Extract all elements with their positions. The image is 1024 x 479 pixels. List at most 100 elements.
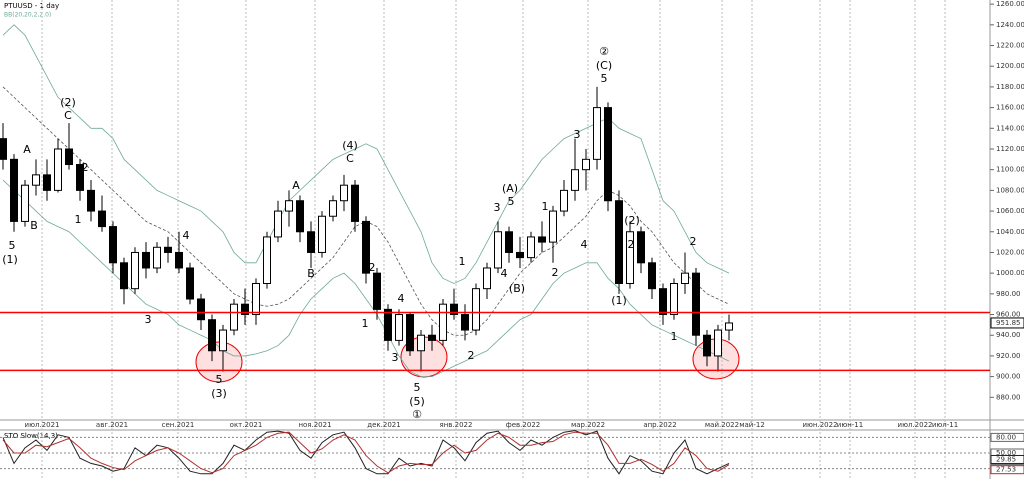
x-tick-label: июн-11	[837, 421, 863, 429]
x-tick-label: июл.2022	[898, 421, 933, 429]
x-tick-label: мар.2022	[571, 421, 605, 429]
candle-body	[527, 236, 535, 259]
candle-body	[604, 107, 612, 202]
candle-body	[153, 246, 161, 269]
candle-body	[428, 334, 436, 341]
wave-label: 1	[459, 255, 466, 268]
candle-body	[76, 164, 84, 191]
candle-body	[186, 267, 194, 300]
candle-body	[0, 138, 7, 160]
candle-body	[571, 169, 579, 191]
wave-label: 5	[414, 381, 421, 394]
x-tick-label: июл.2021	[25, 421, 60, 429]
wave-label: 4	[581, 238, 588, 251]
x-tick-label: июн.2022	[802, 421, 837, 429]
y-tick-label: 80.00	[996, 433, 1016, 441]
wave-label: (C)	[596, 59, 612, 72]
candle-body	[725, 322, 733, 331]
candle-body	[714, 329, 722, 357]
candle-body	[21, 184, 29, 222]
y-tick-label: 1100.00	[996, 166, 1024, 174]
candle-body	[219, 329, 227, 352]
wave-label: (2)	[60, 96, 76, 109]
candle-body	[549, 210, 557, 243]
x-tick-label: дек.2021	[367, 421, 400, 429]
value-tag-label: 27.53	[996, 466, 1016, 474]
y-tick-label: 1220.00	[996, 42, 1024, 50]
wave-label: (3)	[211, 387, 227, 400]
x-tick-label: фев.2022	[506, 421, 540, 429]
candle-body	[483, 267, 491, 290]
y-tick-label: 1120.00	[996, 145, 1024, 153]
wave-label: C	[346, 152, 354, 165]
candle-body	[318, 215, 326, 253]
candle-body	[593, 107, 601, 160]
candle-body	[461, 314, 469, 331]
wave-label: 1	[362, 317, 369, 330]
candle-body	[252, 282, 260, 316]
candle-body	[230, 303, 238, 331]
candle-body	[87, 189, 95, 212]
candle-body	[626, 231, 634, 284]
y-tick-label: 1060.00	[996, 207, 1024, 215]
candle-body	[703, 334, 711, 357]
candle-body	[560, 189, 568, 212]
candle-body	[54, 148, 62, 191]
candle-body	[494, 231, 502, 269]
wave-label: 2	[82, 161, 89, 174]
x-tick-label: апр.2022	[643, 421, 676, 429]
candle-body	[406, 314, 414, 352]
y-tick-label: 1160.00	[996, 104, 1024, 112]
candle-body	[538, 236, 546, 243]
wave-label: 4	[398, 292, 405, 305]
wave-label: B	[307, 267, 315, 280]
wave-label: 4	[501, 267, 508, 280]
candle-body	[384, 308, 392, 341]
indicator-label: BB(20,20,2,2.0)	[4, 12, 51, 19]
wave-label: (1)	[611, 294, 627, 307]
y-tick-label: 1080.00	[996, 186, 1024, 194]
wave-label: 2	[468, 349, 475, 362]
y-tick-label: 940.00	[996, 331, 1021, 339]
candle-body	[340, 184, 348, 202]
candle-body	[417, 334, 425, 352]
candle-body	[263, 236, 271, 284]
candle-body	[362, 220, 370, 274]
x-tick-label: сен.2021	[162, 421, 195, 429]
wave-label: 2	[552, 266, 559, 279]
candle-body	[637, 231, 645, 264]
wave-label: 3	[494, 201, 501, 214]
candle-body	[274, 210, 282, 238]
candle-body	[296, 200, 304, 233]
value-tag	[990, 465, 1024, 475]
x-tick-label: май-12	[739, 421, 765, 429]
price-tag-label: 951.85	[996, 319, 1021, 327]
y-tick-label: 1200.00	[996, 62, 1024, 70]
wave-label: (2)	[624, 214, 640, 227]
wave-label: 5	[601, 72, 608, 85]
candle-body	[615, 200, 623, 284]
chart-title: PTUUSD - 1 day	[4, 2, 59, 10]
candle-body	[241, 303, 249, 316]
y-tick-label: 900.00	[996, 373, 1021, 381]
x-tick-label: май.2022	[705, 421, 739, 429]
candle-body	[65, 148, 73, 166]
indicator-title: STO Slow(14,3)	[4, 432, 58, 440]
y-tick-label: 1140.00	[996, 124, 1024, 132]
candle-body	[395, 314, 403, 341]
wave-label: (4)	[342, 139, 358, 152]
wave-label: 2	[690, 235, 697, 248]
y-tick-label: 50.00	[996, 449, 1016, 457]
wave-label: 1	[75, 213, 82, 226]
wave-label: ①	[412, 408, 422, 421]
candle-body	[43, 174, 51, 191]
y-tick-label: 1020.00	[996, 248, 1024, 256]
value-tag-label: 29.85	[996, 455, 1016, 463]
x-tick-label: окт.2021	[230, 421, 263, 429]
wave-label: 1	[671, 330, 678, 343]
wave-label: (1)	[2, 253, 18, 266]
candle-body	[164, 246, 172, 253]
wave-label: 5	[9, 239, 16, 252]
y-tick-label: 960.00	[996, 311, 1021, 319]
stochastic-line	[2, 430, 730, 475]
